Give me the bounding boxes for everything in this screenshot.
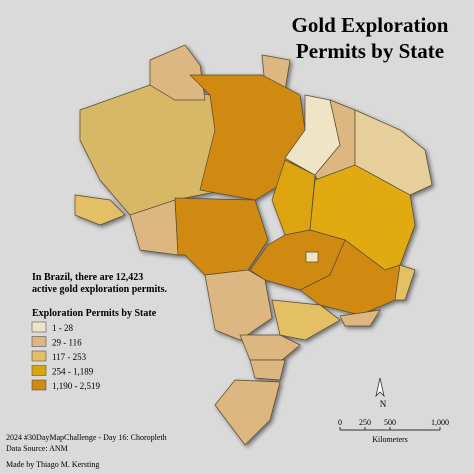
state <box>305 251 319 263</box>
legend-swatch <box>31 365 47 376</box>
credit: Data Source: ANM <box>6 444 68 453</box>
title: Permits by State <box>296 39 444 63</box>
scale-label: 1,000 <box>431 418 449 427</box>
arrow <box>375 377 385 398</box>
legend-label: 29 - 116 <box>52 338 82 348</box>
legend-swatch <box>31 321 47 333</box>
legend-label: 1,190 - 2,519 <box>52 381 100 391</box>
state <box>74 194 126 226</box>
scale-label: 250 <box>359 418 371 427</box>
state <box>271 299 341 341</box>
scale-label: 0 <box>338 418 342 427</box>
state <box>189 74 306 201</box>
credit: 2024 #30DayMapChallenge - Day 16: Chorop… <box>6 433 167 442</box>
scale-unit: Kilometers <box>372 435 408 444</box>
state <box>394 264 416 301</box>
annotation: In Brazil, there are 12,423 <box>32 272 143 283</box>
annotation: active gold exploration permits. <box>32 284 167 295</box>
scale-label: 500 <box>384 418 396 427</box>
title: Gold Exploration <box>292 13 449 37</box>
credit: Made by Thiago M. Kersting <box>6 460 99 469</box>
legend-title: Exploration Permits by State <box>32 308 157 319</box>
states <box>74 44 433 446</box>
legend-swatch <box>31 350 47 362</box>
scale-bar: Kilometers 0 250 500 1,000 <box>338 418 449 444</box>
north-arrow: N <box>375 377 387 409</box>
state <box>204 269 273 341</box>
state <box>214 379 281 446</box>
north-label: N <box>380 399 387 409</box>
legend: 1 - 28 29 - 116 117 - 253 254 - 1,189 1,190 … <box>31 321 100 391</box>
state <box>339 309 381 327</box>
legend-label: 117 - 253 <box>52 352 87 362</box>
legend-label: 1 - 28 <box>52 323 73 333</box>
state <box>149 44 206 101</box>
state <box>249 359 286 381</box>
legend-label: 254 - 1,189 <box>52 367 94 377</box>
state <box>239 334 301 361</box>
legend-swatch <box>31 336 47 347</box>
legend-swatch <box>31 379 47 391</box>
